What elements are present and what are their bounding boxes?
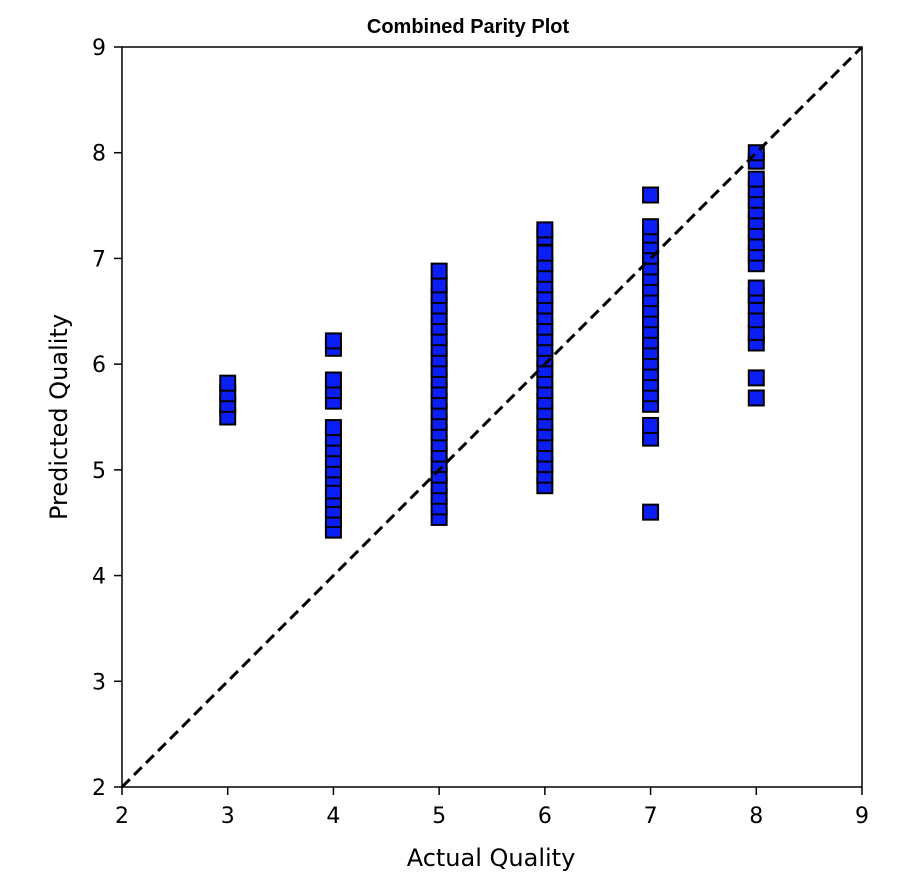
y-axis-label: Predicted Quality — [45, 314, 73, 520]
scatter-point — [642, 503, 660, 521]
x-tick-label: 2 — [115, 804, 129, 829]
y-tick-label: 3 — [92, 670, 106, 695]
y-tick-label: 8 — [92, 142, 106, 167]
y-tick-label: 9 — [92, 36, 106, 61]
scatter-point — [747, 170, 765, 188]
x-axis-ticks: 2 3 4 5 6 7 8 9 — [115, 787, 869, 829]
y-tick-label: 7 — [92, 247, 106, 272]
scatter-point — [324, 371, 342, 389]
scatter-point — [747, 369, 765, 387]
x-tick-label: 7 — [644, 804, 658, 829]
x-tick-label: 5 — [432, 804, 446, 829]
scatter-markers — [219, 144, 765, 539]
scatter-point — [747, 389, 765, 407]
y-tick-label: 5 — [92, 459, 106, 484]
y-tick-label: 2 — [92, 776, 106, 801]
y-tick-label: 4 — [92, 565, 106, 590]
scatter-point — [536, 221, 554, 239]
scatter-point — [324, 332, 342, 350]
plot-area-frame — [121, 46, 863, 788]
x-tick-label: 6 — [538, 804, 552, 829]
x-tick-label: 4 — [326, 804, 340, 829]
x-tick-label: 3 — [221, 804, 235, 829]
scatter-point — [747, 279, 765, 297]
y-tick-label: 6 — [92, 353, 106, 378]
x-axis-label: Actual Quality — [407, 844, 576, 872]
scatter-point — [219, 374, 237, 392]
x-tick-label: 8 — [749, 804, 763, 829]
x-tick-label: 9 — [855, 804, 869, 829]
parity-reference-line — [120, 45, 864, 789]
y-axis-ticks: 2 3 4 5 6 7 8 9 — [92, 36, 122, 801]
chart-title: Combined Parity Plot — [367, 16, 570, 38]
scatter-point — [642, 218, 660, 236]
scatter-point — [324, 419, 342, 437]
scatter-point — [430, 262, 448, 280]
scatter-point — [642, 416, 660, 434]
scatter-point — [642, 186, 660, 204]
scatter-point — [536, 244, 554, 262]
